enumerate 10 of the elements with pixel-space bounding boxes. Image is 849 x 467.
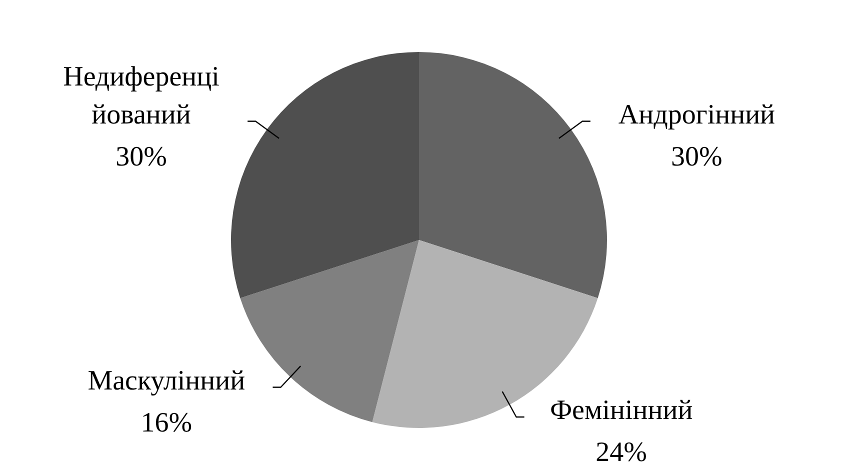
pie-slice (419, 52, 607, 298)
data-label: 24% (596, 437, 647, 467)
data-label: 16% (140, 408, 192, 439)
data-label: 30% (671, 142, 722, 173)
slice-label: Недиференці йований (63, 62, 220, 131)
slice-label: Маскулінний (88, 366, 246, 397)
pie-slice (231, 52, 419, 298)
slice-label: Андрогінний (618, 100, 776, 131)
slice-label: Фемінінний (550, 395, 693, 426)
data-label: 30% (116, 142, 167, 173)
